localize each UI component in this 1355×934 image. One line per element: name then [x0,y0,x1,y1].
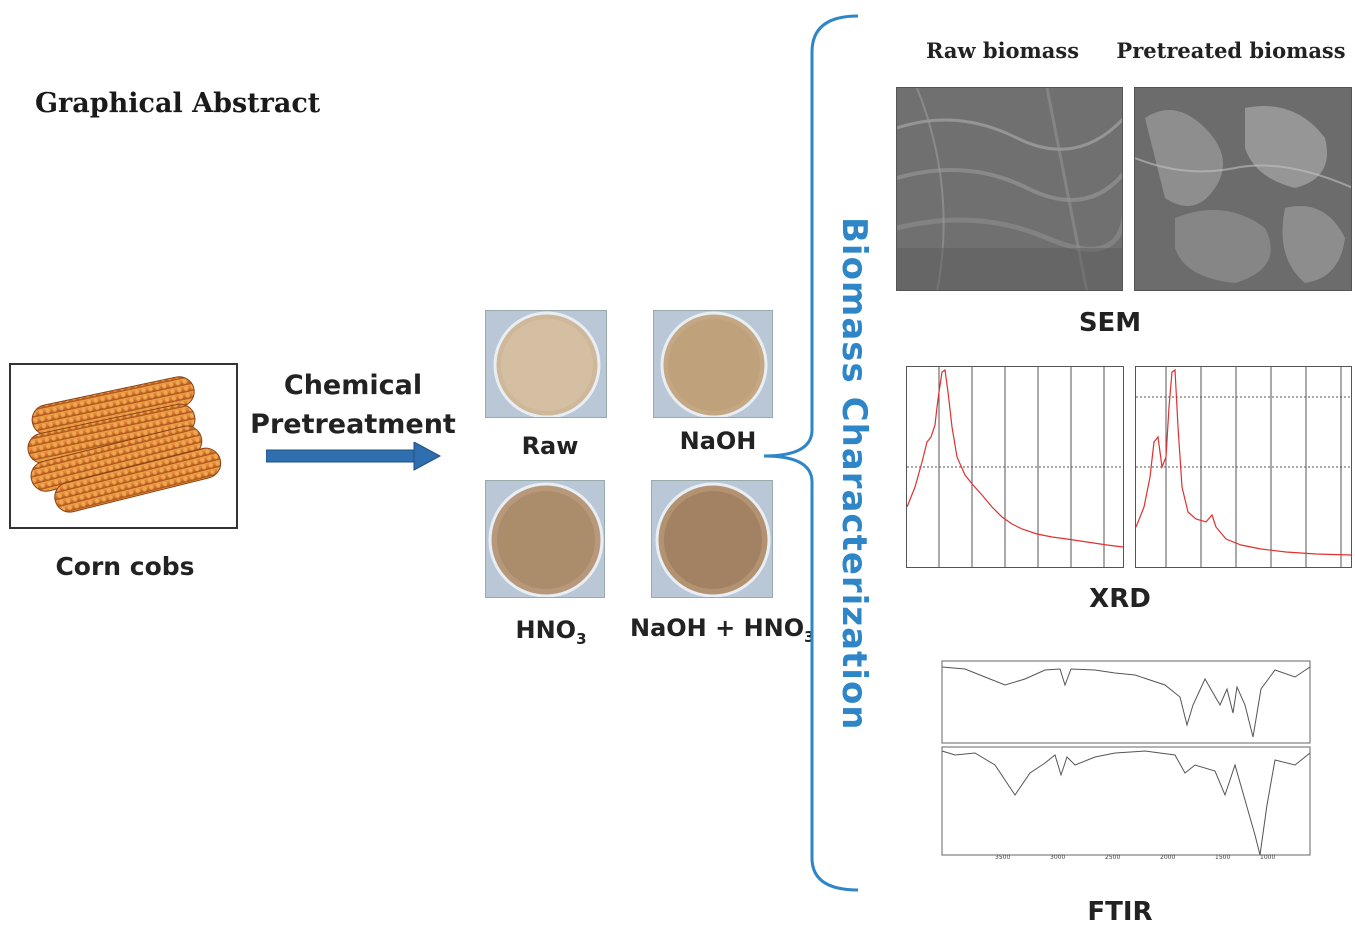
svg-text:3500: 3500 [995,854,1010,860]
svg-text:2500: 2500 [1105,854,1120,860]
dish-raw-photo [485,310,607,418]
process-line2: Pretreatment [250,409,456,440]
xrd-raw-plot [906,366,1124,568]
xrd-pretreated-plot [1135,366,1352,568]
svg-text:2000: 2000 [1160,854,1175,860]
curly-brace-icon [763,14,859,892]
sample-label-raw: Raw [521,432,579,460]
dish-naoh-hno3-photo [651,480,773,598]
sample-label-hno3: HNO3 [496,616,606,648]
svg-text:1500: 1500 [1215,854,1230,860]
process-line1: Chemical [283,370,423,401]
svg-text:1000: 1000 [1260,854,1275,860]
sample-label-naoh-hno3-text: NaOH + HNO [630,614,805,642]
dish-naoh-photo [653,310,773,418]
corn-cobs-icon [27,376,222,513]
sem-raw-image [896,87,1123,291]
ftir-label: FTIR [1087,897,1153,927]
characterization-heading: Biomass Characterization [834,217,874,731]
sem-label: SEM [1078,308,1142,338]
page-title: Graphical Abstract [35,88,321,119]
dish-hno3-photo [485,480,605,598]
sample-label-naoh-hno3: NaOH + HNO3 [630,614,815,646]
right-arrow-icon [266,442,442,471]
sem-col1-label: Raw biomass [925,38,1080,63]
ftir-plot: 3500 3000 2500 2000 1500 1000 [915,655,1315,860]
sem-col2-label: Pretreated biomass [1116,38,1346,63]
sample-label-naoh: NaOH [679,427,757,455]
corn-cobs-label: Corn cobs [55,552,195,581]
sem-pretreated-image [1134,87,1352,291]
sample-label-hno3-sub: 3 [576,629,587,648]
svg-text:3000: 3000 [1050,854,1065,860]
corn-cobs-photo [9,363,238,529]
process-label: Chemical Pretreatment [250,366,456,444]
sample-label-naoh-hno3-sub: 3 [804,627,815,646]
sample-label-hno3-text: HNO [515,616,577,644]
xrd-label: XRD [1089,584,1151,614]
